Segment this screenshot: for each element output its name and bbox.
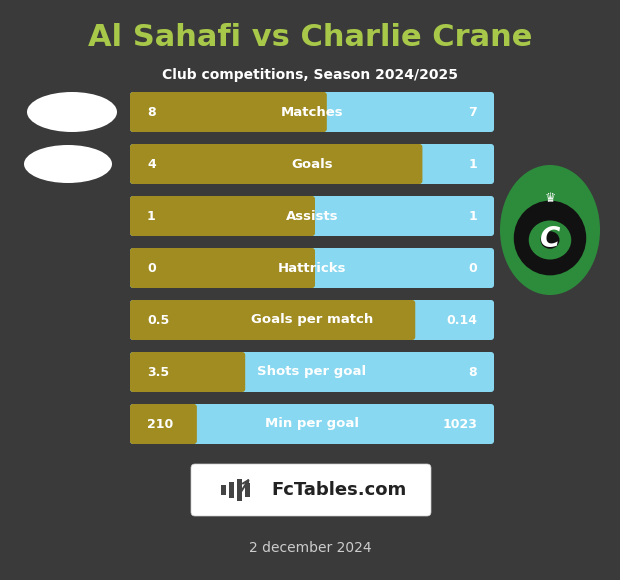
Text: 0.5: 0.5	[147, 314, 169, 327]
FancyBboxPatch shape	[130, 196, 315, 236]
Text: 1: 1	[468, 209, 477, 223]
Text: 1: 1	[147, 209, 156, 223]
FancyBboxPatch shape	[130, 92, 327, 132]
Text: Matches: Matches	[281, 106, 343, 118]
Text: 3.5: 3.5	[147, 365, 169, 379]
Bar	[221, 485, 226, 495]
Text: C: C	[540, 225, 560, 253]
FancyBboxPatch shape	[130, 352, 494, 392]
Bar	[229, 482, 234, 498]
Text: 8: 8	[468, 365, 477, 379]
Text: 4: 4	[147, 158, 156, 171]
FancyBboxPatch shape	[130, 300, 415, 340]
FancyBboxPatch shape	[191, 464, 431, 516]
Bar	[237, 479, 242, 501]
FancyBboxPatch shape	[130, 248, 494, 288]
FancyBboxPatch shape	[130, 196, 494, 236]
Ellipse shape	[500, 165, 600, 295]
Text: Min per goal: Min per goal	[265, 418, 359, 430]
Ellipse shape	[24, 145, 112, 183]
Ellipse shape	[541, 231, 559, 249]
FancyBboxPatch shape	[130, 144, 422, 184]
Text: Goals per match: Goals per match	[251, 314, 373, 327]
FancyBboxPatch shape	[130, 248, 315, 288]
Text: 1023: 1023	[442, 418, 477, 430]
Text: Hattricks: Hattricks	[278, 262, 346, 274]
Text: 7: 7	[468, 106, 477, 118]
Text: Goals: Goals	[291, 158, 333, 171]
Bar	[245, 483, 250, 497]
Text: 0: 0	[147, 262, 156, 274]
Ellipse shape	[529, 220, 571, 259]
Text: 8: 8	[147, 106, 156, 118]
FancyBboxPatch shape	[130, 404, 494, 444]
Text: 2 december 2024: 2 december 2024	[249, 541, 371, 555]
Text: 0: 0	[468, 262, 477, 274]
FancyBboxPatch shape	[130, 404, 197, 444]
Ellipse shape	[514, 201, 587, 276]
Text: Shots per goal: Shots per goal	[257, 365, 366, 379]
Text: Club competitions, Season 2024/2025: Club competitions, Season 2024/2025	[162, 68, 458, 82]
FancyBboxPatch shape	[130, 144, 494, 184]
Ellipse shape	[27, 92, 117, 132]
FancyBboxPatch shape	[130, 300, 494, 340]
Text: ♛: ♛	[544, 191, 556, 205]
Text: 210: 210	[147, 418, 173, 430]
Text: Assists: Assists	[286, 209, 339, 223]
Text: 1: 1	[468, 158, 477, 171]
Text: FcTables.com: FcTables.com	[271, 481, 407, 499]
Text: Al Sahafi vs Charlie Crane: Al Sahafi vs Charlie Crane	[88, 24, 532, 53]
FancyBboxPatch shape	[130, 352, 245, 392]
FancyBboxPatch shape	[130, 92, 494, 132]
Text: 0.14: 0.14	[446, 314, 477, 327]
